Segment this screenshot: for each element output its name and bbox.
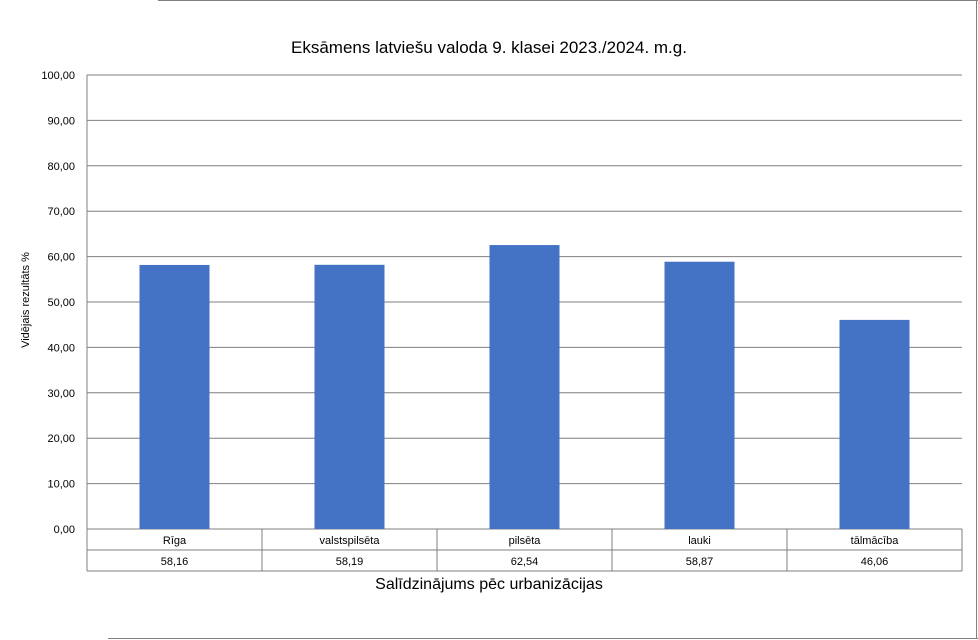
- category-label: valstspilsēta: [320, 535, 381, 547]
- category-label: Rīga: [163, 535, 187, 547]
- x-axis-title: Salīdzinājums pēc urbanizācijas: [375, 576, 603, 593]
- frame-right-border: [976, 0, 977, 638]
- y-tick-label: 80,00: [47, 161, 75, 173]
- bar: [664, 261, 735, 529]
- bar: [314, 264, 385, 529]
- category-label: pilsēta: [509, 535, 542, 547]
- bar: [839, 319, 910, 529]
- y-tick-label: 90,00: [47, 115, 75, 127]
- y-tick-label: 100,00: [41, 70, 75, 82]
- y-tick-label: 40,00: [47, 342, 75, 354]
- frame-bottom-border: [108, 638, 978, 639]
- bar: [139, 264, 210, 529]
- frame-top-border: [158, 0, 978, 1]
- data-label: 58,19: [336, 556, 364, 568]
- y-tick-label: 10,00: [47, 479, 75, 491]
- data-label: 58,16: [161, 556, 189, 568]
- y-tick-label: 20,00: [47, 433, 75, 445]
- category-label: tālmācība: [851, 535, 900, 547]
- category-label: lauki: [688, 535, 711, 547]
- data-label: 46,06: [861, 556, 889, 568]
- data-label: 58,87: [686, 556, 714, 568]
- data-label: 62,54: [511, 556, 539, 568]
- y-tick-label: 0,00: [54, 524, 75, 536]
- chart-title: Eksāmens latviešu valoda 9. klasei 2023.…: [291, 38, 687, 57]
- y-tick-label: 60,00: [47, 252, 75, 264]
- y-tick-label: 30,00: [47, 388, 75, 400]
- bar: [489, 245, 560, 529]
- y-tick-label: 70,00: [47, 206, 75, 218]
- y-tick-label: 50,00: [47, 297, 75, 309]
